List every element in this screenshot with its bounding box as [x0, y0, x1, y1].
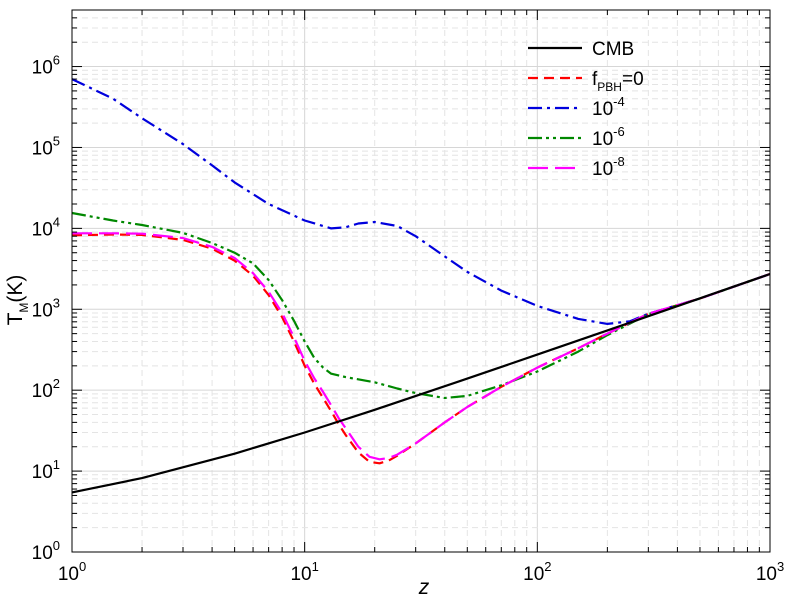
legend-entry: 10-8 [528, 154, 625, 180]
axis-ticks [71, 9, 770, 553]
y-tick-label: 102 [32, 376, 60, 402]
legend-label: 10-6 [592, 124, 625, 150]
y-tick-label: 105 [32, 133, 60, 159]
legend-entry: CMB [528, 39, 634, 60]
x-tick-label: 103 [756, 559, 784, 585]
legend-label: fPBH=0 [592, 69, 644, 94]
legend-label: CMB [592, 39, 634, 60]
grid [71, 9, 770, 553]
legend-label: 10-4 [592, 94, 625, 120]
legend-entry: fPBH=0 [528, 69, 644, 94]
series-line-cmb [71, 272, 771, 494]
x-axis-label: z [418, 576, 430, 598]
x-tick-labels: 100 101 102 103 [58, 559, 784, 585]
series-line-10-6 [71, 211, 771, 400]
plot-frame [71, 9, 771, 553]
x-tick-label: 100 [58, 559, 86, 585]
y-tick-labels: 100 101 102 103 104 105 106 [32, 53, 60, 564]
y-tick-label: 104 [32, 214, 60, 240]
legend-label: 10-8 [592, 154, 625, 180]
series-line-f-pbh-0 [71, 233, 771, 465]
series-line-10-8 [72, 232, 771, 461]
y-tick-label: 106 [32, 53, 60, 79]
y-tick-label: 101 [32, 457, 60, 483]
legend: CMB fPBH=010-4 10-6 10-8 [528, 39, 644, 180]
x-tick-label: 101 [290, 559, 318, 585]
y-axis-label: TM(K) [4, 275, 31, 326]
series-layer [71, 78, 771, 494]
x-tick-label: 102 [523, 559, 551, 585]
legend-entry: 10-4 [528, 94, 625, 120]
y-tick-label: 103 [32, 295, 60, 321]
y-tick-label: 100 [32, 538, 60, 564]
legend-entry: 10-6 [528, 124, 625, 150]
series-line-10-4 [71, 78, 771, 325]
